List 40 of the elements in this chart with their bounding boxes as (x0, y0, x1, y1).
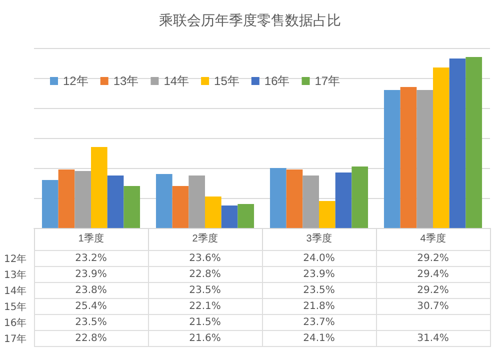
data-label: 24.1% (262, 330, 376, 346)
data-label: 23.6% (148, 250, 262, 266)
legend-label: 13年 (113, 74, 139, 88)
data-label: 23.9% (262, 266, 376, 282)
data-label: 23.5% (262, 282, 376, 298)
x-tick-label: 4季度 (420, 232, 446, 244)
data-label: 29.4% (376, 266, 490, 282)
x-tick-label: 2季度 (192, 232, 218, 244)
data-label: 29.2% (376, 250, 490, 266)
data-label: 24.0% (262, 250, 376, 266)
text: 14年 (4, 286, 27, 296)
data-label: 25.4% (34, 298, 148, 314)
data-label: 23.2% (34, 250, 148, 266)
text: 13年 (4, 270, 27, 280)
data-label: 23.5% (34, 314, 148, 330)
legend-label: 16年 (264, 74, 290, 88)
data-label: 22.1% (148, 298, 262, 314)
text: 16年 (4, 318, 27, 328)
text: 15年 (4, 302, 27, 312)
data-label: 22.8% (34, 330, 148, 346)
legend-label: 14年 (164, 74, 190, 88)
data-label: 23.9% (34, 266, 148, 282)
text: 12年 (4, 254, 27, 264)
data-label: 21.5% (148, 314, 262, 330)
x-tick-label: 1季度 (78, 232, 104, 244)
data-label: 30.7% (376, 298, 490, 314)
data-label: 29.2% (376, 282, 490, 298)
data-label: 23.5% (148, 282, 262, 298)
legend-label: 17年 (314, 74, 340, 88)
x-tick-label: 3季度 (306, 232, 332, 244)
data-label: 31.4% (376, 330, 490, 346)
data-label: 21.8% (262, 298, 376, 314)
data-label: 23.7% (262, 314, 376, 330)
legend-label: 12年 (63, 74, 88, 88)
data-label: 21.6% (148, 330, 262, 346)
legend-label: 15年 (214, 74, 240, 88)
chart-title: 乘联会历年季度零售数据占比 (159, 12, 341, 28)
text: 17年 (4, 334, 27, 344)
data-label: 23.8% (34, 282, 148, 298)
data-label: 22.8% (148, 266, 262, 282)
